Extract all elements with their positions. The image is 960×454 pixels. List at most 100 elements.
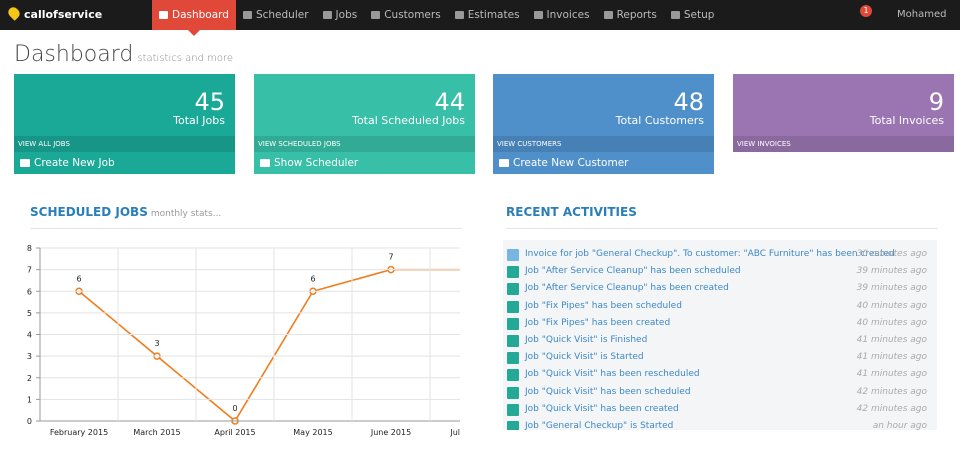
menu-item[interactable]: Scheduler xyxy=(236,0,316,30)
card-top: 44 Total Scheduled Jobs xyxy=(254,74,475,136)
menu-icon xyxy=(322,11,332,19)
activity[interactable]: Job "Fix Pipes" has been scheduled 40 min… xyxy=(503,298,933,315)
card-top: 48 Total Customers xyxy=(493,74,714,136)
activity-time: 39 minutes ago xyxy=(856,266,927,277)
notification-badge[interactable]: 1 xyxy=(860,5,872,17)
x-tick-label: March 2015 xyxy=(133,428,180,437)
activity-time: 41 minutes ago xyxy=(856,335,927,345)
action-text: Create New Job xyxy=(34,157,115,169)
menu-item[interactable]: Setup xyxy=(664,0,722,30)
y-tick-label: 0 xyxy=(27,417,32,426)
stat-card: 44 Total Scheduled Jobs VIEW SCHEDULED JOB… xyxy=(254,74,475,174)
activity[interactable]: Invoice for job "General Checkup". To cu… xyxy=(503,246,933,263)
card-label: Total Invoices xyxy=(869,114,944,127)
menu-item[interactable]: Reports xyxy=(597,0,664,30)
stat-card: 9 Total Invoices VIEW INVOICES xyxy=(733,74,954,152)
chart-header: SCHEDULED JOBS monthly stats... xyxy=(30,205,221,219)
x-tick-label: June 2015 xyxy=(370,428,411,437)
menu-icon xyxy=(603,11,613,19)
menu-icon xyxy=(533,11,543,19)
card-label: Total Scheduled Jobs xyxy=(352,114,465,127)
point xyxy=(466,267,470,273)
menu-label: Jobs xyxy=(335,9,358,21)
activity-icon xyxy=(507,300,519,313)
activity[interactable]: Job "Quick Visit" has been scheduled 42 m… xyxy=(503,384,933,401)
menu-item[interactable]: Customers xyxy=(364,0,447,30)
activity[interactable]: Job "Quick Visit" has been created 42 min… xyxy=(503,401,933,418)
activity-text: Job "Quick Visit" has been scheduled xyxy=(525,386,691,397)
menu-label: Customers xyxy=(384,9,441,21)
menu-label: Setup xyxy=(683,9,715,21)
menu-item[interactable]: Invoices xyxy=(527,0,597,30)
activity[interactable]: Job "Quick Visit" is Started 41 minutes a… xyxy=(503,349,933,366)
section-title: SCHEDULED JOBS xyxy=(30,205,148,219)
activities-title: RECENT ACTIVITIES xyxy=(506,205,637,219)
action-text: Create New Customer xyxy=(513,157,629,169)
title-text: Dashboard xyxy=(14,42,134,67)
value-label: 6 xyxy=(76,274,81,283)
activity[interactable]: Job "Quick Visit" has been rescheduled 41… xyxy=(503,366,933,383)
card-link[interactable]: VIEW CUSTOMERS xyxy=(493,136,714,152)
value-label: 7 xyxy=(466,253,470,262)
y-tick-label: 5 xyxy=(27,309,32,318)
link-text: VIEW SCHEDULED JOBS xyxy=(258,140,341,148)
x-tick-label: April 2015 xyxy=(214,428,255,437)
activity-text: Job "Quick Visit" is Finished xyxy=(525,335,648,345)
activity-time: an hour ago xyxy=(872,421,927,430)
menu-icon xyxy=(371,11,381,19)
card-link[interactable]: VIEW INVOICES xyxy=(733,136,954,152)
activity-text: Job "General Checkup" is Started xyxy=(525,421,674,430)
stat-card: 45 Total Jobs VIEW ALL JOBS Create New Job xyxy=(14,74,235,174)
activity[interactable]: Job "Quick Visit" is Finished 41 minutes … xyxy=(503,332,933,349)
menu-item[interactable]: Jobs xyxy=(316,0,365,30)
activity-time: 42 minutes ago xyxy=(856,403,927,414)
activity[interactable]: Job "After Service Cleanup" has been cre… xyxy=(503,280,933,297)
link-text: VIEW CUSTOMERS xyxy=(497,140,562,148)
menu-icon xyxy=(454,11,464,19)
divider xyxy=(30,228,462,229)
card-link[interactable]: VIEW ALL JOBS xyxy=(14,136,235,152)
activity-icon xyxy=(507,249,519,261)
card-action[interactable]: Show Scheduler xyxy=(254,152,475,174)
activity[interactable]: Job "General Checkup" is Started an hour … xyxy=(503,418,933,430)
brand-icon xyxy=(6,5,22,21)
menu-item[interactable]: Estimates xyxy=(448,0,527,30)
activity-text: Job "After Service Cleanup" has been sch… xyxy=(525,266,741,277)
card-action[interactable]: Create New Customer xyxy=(493,152,714,174)
card-top: 45 Total Jobs xyxy=(14,74,235,136)
link-text: VIEW ALL JOBS xyxy=(18,140,70,148)
section-subtitle: monthly stats... xyxy=(150,209,222,219)
user-menu[interactable]: Mohamed xyxy=(897,9,947,20)
brand[interactable]: callofservice xyxy=(24,8,103,21)
activity-time: 42 minutes ago xyxy=(856,386,927,397)
activity-time: 41 minutes ago xyxy=(856,369,927,380)
activity-text: Job "Quick Visit" is Started xyxy=(525,352,644,363)
y-tick-label: 2 xyxy=(27,374,32,383)
menu-label: Estimates xyxy=(467,9,520,21)
menu-label: Scheduler xyxy=(255,9,309,21)
card-link[interactable]: VIEW SCHEDULED JOBS xyxy=(254,136,475,152)
y-tick-label: 6 xyxy=(27,287,32,296)
activity-icon xyxy=(507,352,519,365)
activity-time: 30 minutes ago xyxy=(856,249,927,259)
menu: Dashboard Scheduler Jobs Customers Estimates… xyxy=(152,0,722,36)
divider xyxy=(506,228,938,229)
activity-text: Invoice for job "General Checkup". To cu… xyxy=(525,249,895,259)
menu-item[interactable]: Dashboard xyxy=(152,0,236,36)
menu-icon xyxy=(242,11,252,19)
activity[interactable]: Job "Fix Pipes" has been created 40 minut… xyxy=(503,315,933,332)
x-tick-label: May 2015 xyxy=(293,428,332,437)
y-tick-label: 4 xyxy=(27,331,32,340)
activity-text: Job "After Service Cleanup" has been cre… xyxy=(525,283,729,294)
card-value: 48 xyxy=(673,88,704,116)
activity-time: 39 minutes ago xyxy=(856,283,927,294)
stat-card: 48 Total Customers VIEW CUSTOMERS Create Ne… xyxy=(493,74,714,174)
menu-label: Dashboard xyxy=(172,9,229,21)
plot: 6 3 0 6 7 7 February 2015 March 2015 April 2015 M… xyxy=(50,253,470,437)
activity-icon xyxy=(507,421,519,430)
activity-time: 40 minutes ago xyxy=(856,317,927,328)
card-action[interactable]: Create New Job xyxy=(14,152,235,174)
activity[interactable]: Job "After Service Cleanup" has been sch… xyxy=(503,263,933,280)
menu-icon xyxy=(159,11,168,19)
